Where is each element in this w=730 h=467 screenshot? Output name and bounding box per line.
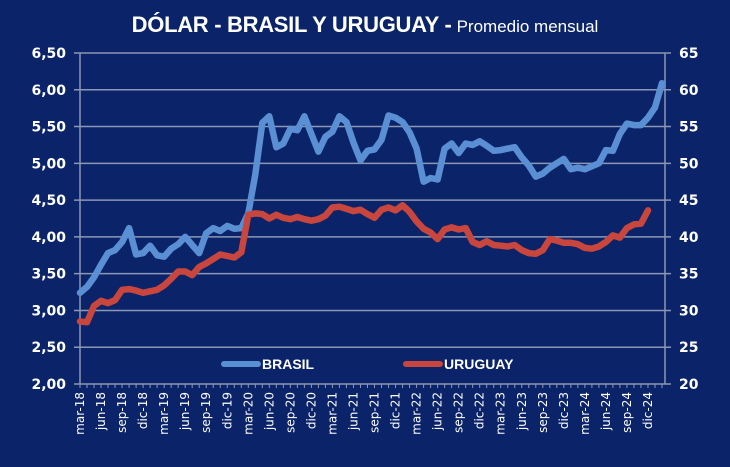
legend-box: [214, 348, 534, 381]
x-tick-label: sep-19: [199, 392, 213, 433]
y-tick-left: 4,00: [31, 230, 66, 246]
x-tick-label: sep-21: [368, 392, 382, 433]
chart-subtitle: Promedio mensual: [456, 17, 599, 36]
x-tick-label: jun-21: [346, 392, 360, 431]
series-line-brasil: [76, 79, 666, 297]
y-tick-right: 40: [679, 230, 699, 246]
x-tick-label: dic-19: [220, 392, 234, 429]
x-tick-label: sep-20: [283, 392, 297, 433]
x-tick-label: jun-22: [431, 392, 445, 431]
y-tick-left: 2,50: [31, 340, 66, 356]
x-tick-label: sep-18: [115, 392, 129, 433]
y-tick-left: 2,00: [31, 377, 66, 393]
y-tick-left: 6,00: [31, 83, 66, 99]
x-tick-label: mar-19: [157, 392, 171, 435]
x-tick-label: mar-22: [410, 392, 424, 435]
y-tick-left: 4,50: [31, 193, 66, 209]
y-tick-left: 3,00: [31, 303, 66, 319]
y-tick-right: 30: [679, 303, 699, 319]
y-tick-right: 55: [679, 120, 698, 136]
x-tick-label: dic-20: [304, 392, 318, 429]
x-tick-label: dic-24: [641, 392, 655, 429]
series-line-uruguay: [76, 202, 652, 326]
y-tick-left: 6,50: [31, 46, 66, 62]
x-tick-label: jun-24: [599, 392, 613, 431]
x-tick-label: mar-24: [578, 392, 592, 435]
x-tick-label: sep-24: [620, 392, 634, 433]
y-tick-right: 35: [679, 267, 698, 283]
x-tick-label: jun-20: [262, 392, 276, 431]
y-tick-left: 5,00: [31, 156, 66, 172]
legend-label-brasil: BRASIL: [262, 356, 315, 372]
x-tick-label: dic-23: [557, 392, 571, 429]
x-tick-label: jun-19: [178, 392, 192, 431]
y-tick-right: 45: [679, 193, 698, 209]
x-tick-label: mar-23: [494, 392, 508, 435]
x-tick-label: dic-21: [389, 392, 403, 429]
x-tick-label: mar-18: [73, 392, 87, 435]
x-tick-label: jun-18: [94, 392, 108, 431]
x-tick-label: sep-23: [536, 392, 550, 433]
x-tick-label: dic-22: [473, 392, 487, 429]
x-tick-label: jun-23: [515, 392, 529, 431]
legend-label-uruguay: URUGUAY: [444, 356, 514, 372]
x-tick-label: dic-18: [136, 392, 150, 429]
x-tick-label: mar-21: [325, 392, 339, 435]
y-tick-right: 25: [679, 340, 698, 356]
chart-title: DÓLAR - BRASIL Y URUGUAY - Promedio mens…: [0, 12, 730, 38]
y-tick-left: 5,50: [31, 120, 66, 136]
y-tick-right: 60: [679, 83, 699, 99]
y-tick-right: 65: [679, 46, 698, 62]
chart-title-main: DÓLAR - BRASIL Y URUGUAY -: [131, 12, 452, 37]
y-tick-right: 50: [679, 156, 699, 172]
x-tick-label: sep-22: [452, 392, 466, 433]
y-tick-right: 20: [679, 377, 699, 393]
y-tick-left: 3,50: [31, 267, 66, 283]
x-tick-label: mar-20: [241, 392, 255, 435]
